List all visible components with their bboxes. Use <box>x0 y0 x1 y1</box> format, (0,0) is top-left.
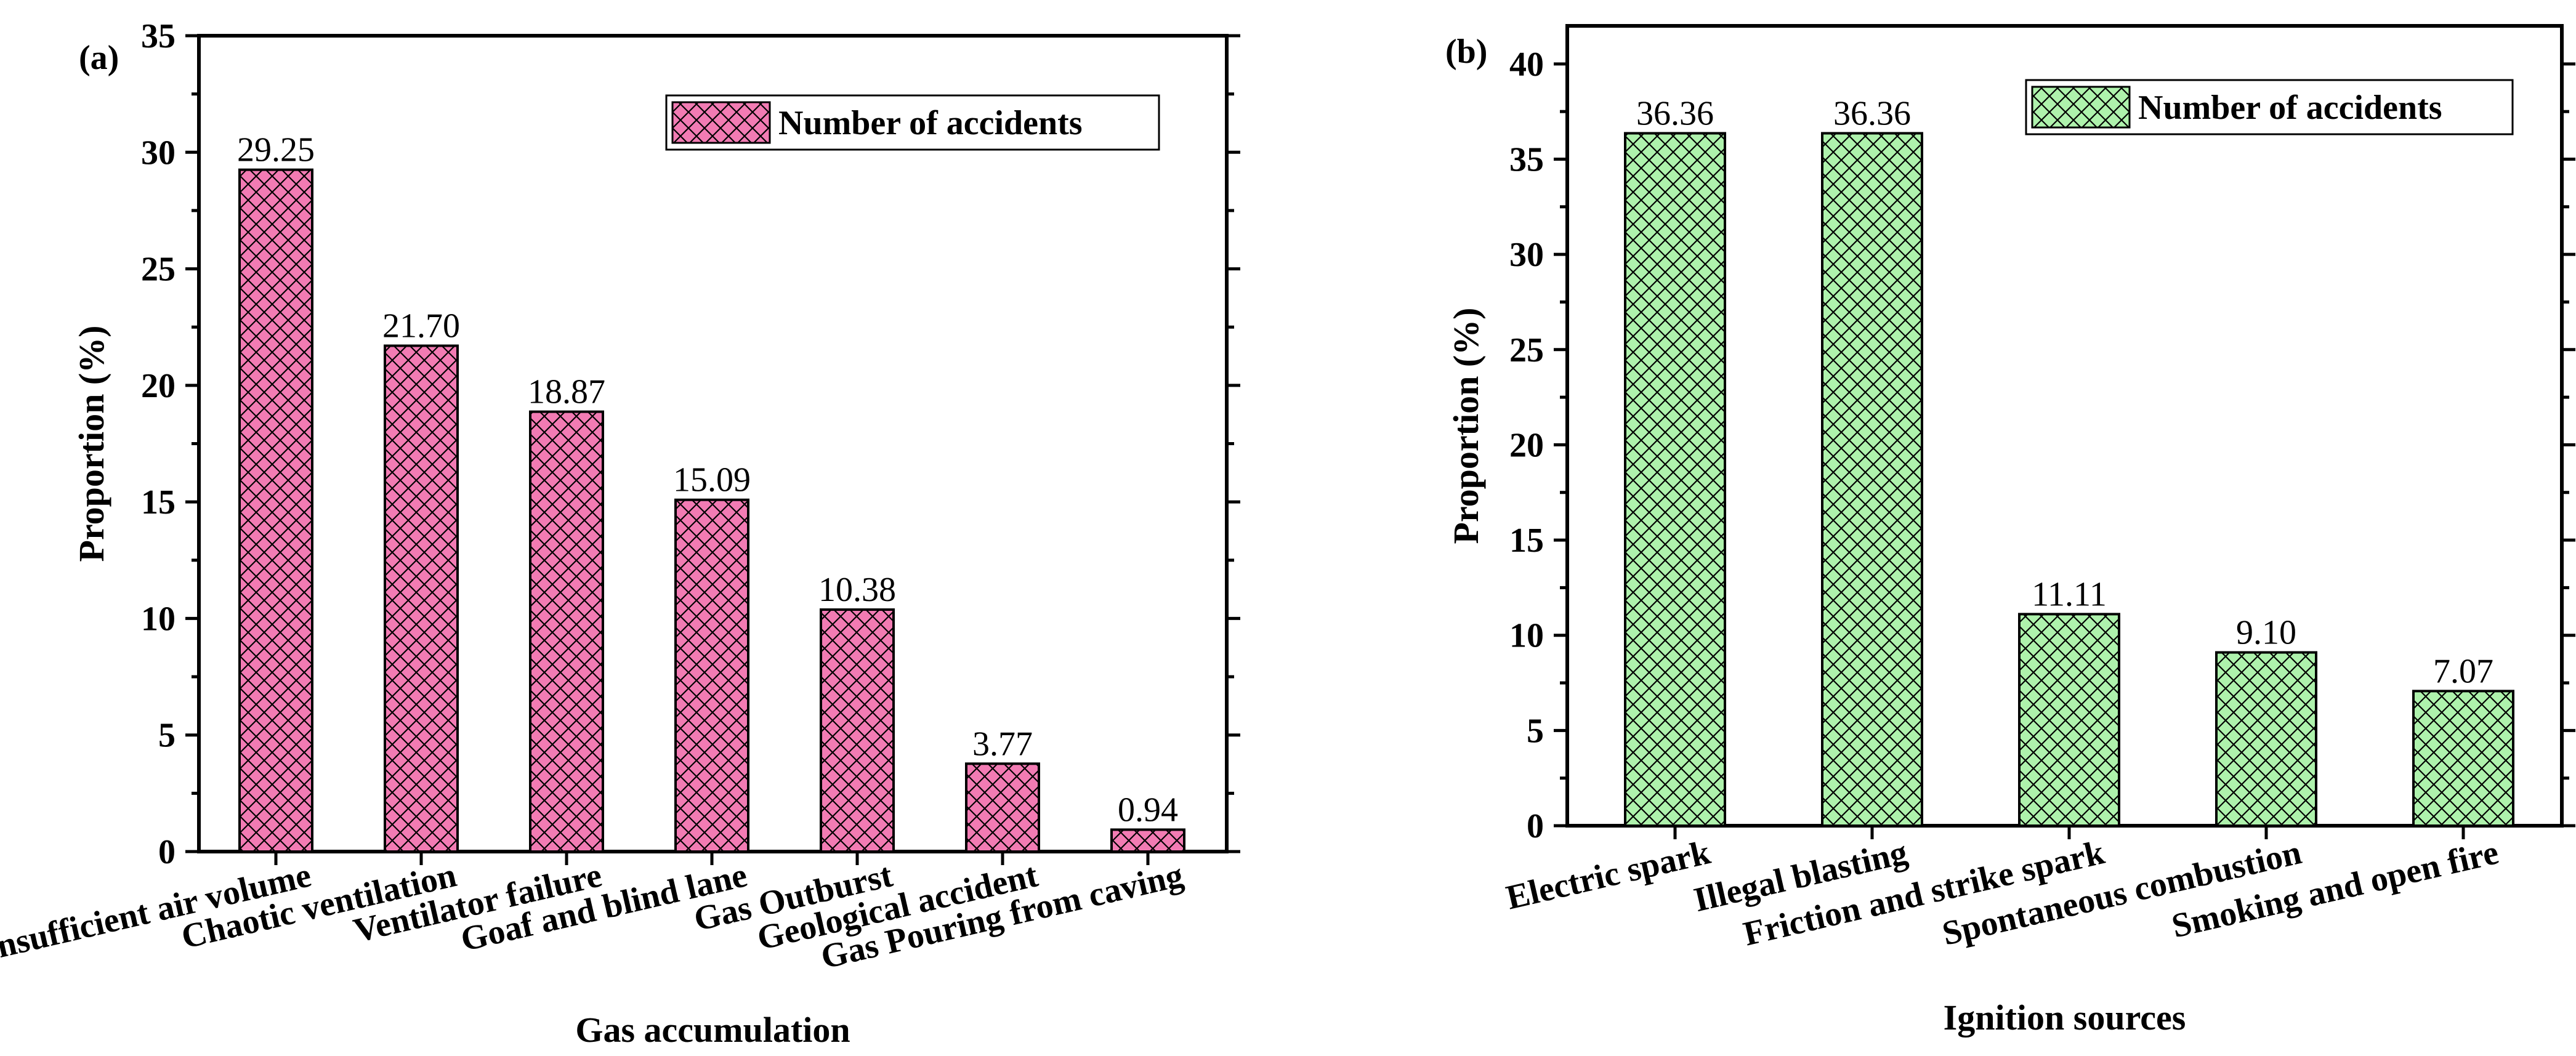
y-tick-label: 35 <box>1509 141 1544 179</box>
bar-a-2 <box>529 410 604 853</box>
y-axis-title-a: Proportion (%) <box>71 326 111 562</box>
data-label-a-1: 21.70 <box>382 307 460 345</box>
bar-a-6 <box>1110 828 1185 853</box>
data-label-b-2: 11.11 <box>2032 575 2107 613</box>
y-tick-label: 0 <box>1527 807 1544 845</box>
bar-a-3 <box>674 498 749 853</box>
data-label-a-2: 18.87 <box>528 373 605 411</box>
y-tick-label: 40 <box>1509 46 1544 84</box>
y-tick-label: 5 <box>158 717 176 755</box>
bar-b-2 <box>2018 613 2120 827</box>
y-tick-label: 10 <box>141 600 176 638</box>
y-tick-label: 20 <box>141 367 176 405</box>
y-tick-label: 5 <box>1527 712 1544 750</box>
y-tick-label: 20 <box>1509 426 1544 464</box>
data-label-a-4: 10.38 <box>818 571 896 609</box>
data-label-a-3: 15.09 <box>673 461 751 499</box>
y-tick-label: 30 <box>1509 236 1544 274</box>
x-axis-title-b: Ignition sources <box>1944 998 2186 1038</box>
y-tick-label: 15 <box>1509 522 1544 560</box>
y-tick-label: 35 <box>141 17 176 55</box>
bar-b-1 <box>1821 132 1923 828</box>
data-label-b-3: 9.10 <box>2236 614 2296 652</box>
data-label-b-0: 36.36 <box>1636 94 1714 132</box>
data-label-b-4: 7.07 <box>2433 652 2493 690</box>
data-label-a-0: 29.25 <box>237 131 315 169</box>
bar-a-4 <box>820 608 895 853</box>
y-tick-label: 0 <box>158 833 176 871</box>
y-tick-label: 30 <box>141 134 176 172</box>
legend-text-b: Number of accidents <box>2138 89 2442 127</box>
legend-swatch-b <box>2031 86 2131 129</box>
bar-a-0 <box>238 168 313 853</box>
panel-label-b: (b) <box>1445 33 1487 71</box>
y-tick-label: 15 <box>141 483 176 522</box>
bar-b-3 <box>2215 651 2317 828</box>
bar-b-0 <box>1624 132 1726 828</box>
legend-text-a: Number of accidents <box>778 104 1083 142</box>
category-label-b-0: Electric spark <box>1503 833 1714 917</box>
y-tick-label: 25 <box>141 251 176 289</box>
x-axis-title-a: Gas accumulation <box>575 1010 850 1050</box>
data-label-a-5: 3.77 <box>972 725 1033 763</box>
bar-a-1 <box>384 344 459 853</box>
chart-panel-b: 0 5 10 15 20 25 30 35 40 36.36 Electric spark 36.36… <box>1445 24 2575 1038</box>
panel-label-a: (a) <box>79 39 119 77</box>
legend-swatch-a <box>671 101 771 144</box>
data-label-a-6: 0.94 <box>1118 791 1178 829</box>
y-tick-label: 10 <box>1509 617 1544 655</box>
bar-b-4 <box>2412 690 2514 827</box>
bar-a-5 <box>965 762 1040 853</box>
y-axis-title-b: Proportion (%) <box>1446 308 1486 544</box>
y-tick-label: 25 <box>1509 331 1544 369</box>
data-label-b-1: 36.36 <box>1833 94 1911 132</box>
